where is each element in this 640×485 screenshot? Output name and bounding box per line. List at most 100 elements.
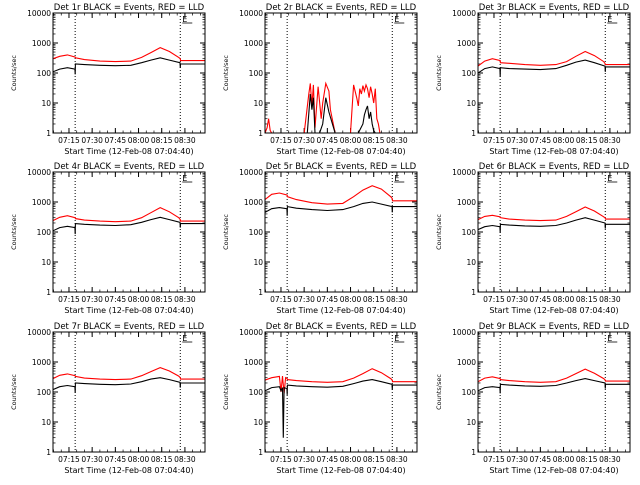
x-tick-label: 08:30: [599, 455, 621, 464]
x-tick-label: 07:15: [270, 455, 292, 464]
x-tick-label: 07:45: [317, 455, 339, 464]
y-tick-label: 100: [37, 69, 52, 78]
x-tick-label: 07:30: [506, 136, 528, 145]
y-tick-label: 10000: [452, 328, 476, 337]
x-tick-label: 07:30: [506, 295, 528, 304]
x-tick-label: 08:00: [340, 295, 362, 304]
y-tick-label: 100: [37, 228, 52, 237]
x-tick-label: 07:45: [530, 455, 552, 464]
x-tick-label: 08:30: [174, 455, 196, 464]
x-tick-label: 08:00: [128, 136, 150, 145]
plot-frame: [264, 171, 418, 293]
panel-det-9: Det 9r BLACK = Events, RED = LLD Counts/s…: [435, 322, 631, 475]
x-axis-label: Start Time (12-Feb-08 07:04:40): [489, 466, 618, 475]
y-tick-label: 10: [41, 418, 51, 427]
series-line-lld: [265, 185, 417, 205]
x-tick-label: 08:15: [151, 136, 173, 145]
panel-det-2: Det 2r BLACK = Events, RED = LLD Counts/s…: [222, 3, 418, 156]
x-tick-label: 07:15: [58, 295, 80, 304]
x-axis-label: Start Time (12-Feb-08 07:04:40): [489, 306, 618, 315]
y-axis-label: Counts/sec: [222, 214, 230, 250]
y-tick-label: 10: [253, 258, 263, 267]
plot-frame: [477, 331, 631, 453]
annotation-label: E: [182, 174, 187, 183]
panel-det-5: Det 5r BLACK = Events, RED = LLD Counts/s…: [222, 162, 418, 315]
x-tick-label: 07:15: [58, 455, 80, 464]
y-tick-label: 1: [46, 448, 51, 457]
y-tick-label: 10000: [239, 168, 263, 177]
panel-det-7: Det 7r BLACK = Events, RED = LLD Counts/s…: [10, 322, 206, 475]
panel-title: Det 7r BLACK = Events, RED = LLD: [54, 322, 205, 332]
y-tick-label: 100: [462, 388, 477, 397]
x-tick-label: 08:15: [363, 455, 385, 464]
series-line-events: [478, 378, 630, 394]
panel-det-1: Det 1r BLACK = Events, RED = LLD Counts/s…: [10, 3, 206, 156]
y-tick-label: 1000: [457, 358, 476, 367]
panel-title: Det 4r BLACK = Events, RED = LLD: [54, 162, 205, 172]
plot-frame: [264, 331, 418, 453]
x-tick-label: 07:15: [270, 295, 292, 304]
x-tick-label: 07:15: [483, 455, 505, 464]
x-tick-label: 07:30: [81, 295, 103, 304]
x-tick-label: 08:15: [363, 295, 385, 304]
y-tick-label: 1000: [32, 358, 51, 367]
y-tick-label: 1: [471, 448, 476, 457]
y-tick-label: 1: [471, 129, 476, 138]
y-tick-label: 10: [466, 99, 476, 108]
plot-frame: [52, 12, 206, 134]
x-axis-label: Start Time (12-Feb-08 07:04:40): [276, 147, 405, 156]
series-line-lld: [478, 206, 630, 222]
series-line-lld: [53, 206, 205, 223]
x-tick-label: 07:45: [105, 455, 127, 464]
annotation-label: E: [182, 15, 187, 24]
y-tick-label: 10000: [27, 9, 51, 18]
x-tick-label: 08:00: [128, 295, 150, 304]
x-tick-label: 07:45: [530, 136, 552, 145]
x-tick-label: 08:15: [363, 136, 385, 145]
y-tick-label: 100: [462, 69, 477, 78]
panel-det-6: Det 6r BLACK = Events, RED = LLD Counts/s…: [435, 162, 631, 315]
y-tick-label: 100: [249, 388, 264, 397]
panel-det-4: Det 4r BLACK = Events, RED = LLD Counts/s…: [10, 162, 206, 315]
panel-title: Det 6r BLACK = Events, RED = LLD: [479, 162, 630, 172]
x-tick-label: 08:30: [174, 295, 196, 304]
y-tick-label: 1: [46, 129, 51, 138]
x-tick-label: 08:15: [151, 295, 173, 304]
y-tick-label: 1: [471, 288, 476, 297]
y-axis-label: Counts/sec: [10, 55, 18, 91]
plot-frame: [264, 12, 418, 134]
series-line-events: [53, 377, 205, 393]
panel-title: Det 5r BLACK = Events, RED = LLD: [266, 162, 417, 172]
y-tick-label: 1: [46, 288, 51, 297]
series-line-events: [478, 217, 630, 233]
x-tick-label: 07:15: [483, 136, 505, 145]
x-tick-label: 07:15: [58, 136, 80, 145]
plot-frame: [477, 171, 631, 293]
annotation-label: E: [394, 15, 399, 24]
x-tick-label: 08:00: [128, 455, 150, 464]
x-tick-label: 08:30: [174, 136, 196, 145]
series-line-events: [265, 379, 417, 438]
x-tick-label: 07:30: [506, 455, 528, 464]
series-line-events: [53, 57, 205, 75]
x-axis-label: Start Time (12-Feb-08 07:04:40): [276, 466, 405, 475]
x-axis-label: Start Time (12-Feb-08 07:04:40): [64, 147, 193, 156]
y-axis-label: Counts/sec: [435, 55, 443, 91]
x-tick-label: 08:15: [576, 455, 598, 464]
series-line-lld: [53, 367, 205, 381]
y-tick-label: 1000: [457, 198, 476, 207]
x-axis-label: Start Time (12-Feb-08 07:04:40): [64, 466, 193, 475]
x-tick-label: 08:30: [386, 455, 408, 464]
x-tick-label: 07:45: [530, 295, 552, 304]
x-axis-label: Start Time (12-Feb-08 07:04:40): [489, 147, 618, 156]
series-line-events: [53, 216, 205, 235]
y-axis-label: Counts/sec: [435, 214, 443, 250]
y-tick-label: 1000: [32, 198, 51, 207]
y-axis-label: Counts/sec: [10, 374, 18, 410]
y-tick-label: 10000: [452, 9, 476, 18]
x-tick-label: 08:30: [599, 295, 621, 304]
series-line-events: [265, 201, 417, 216]
x-tick-label: 08:15: [576, 295, 598, 304]
x-tick-label: 08:00: [553, 455, 575, 464]
